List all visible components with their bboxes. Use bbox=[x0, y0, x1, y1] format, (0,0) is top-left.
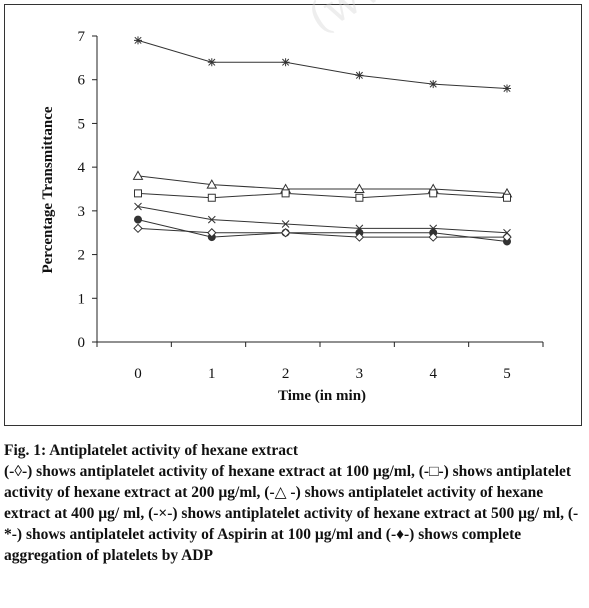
data-point-diamond bbox=[133, 223, 143, 234]
y-tick-label: 1 bbox=[78, 291, 86, 307]
data-point-triangle bbox=[354, 183, 365, 193]
y-tick-label: 4 bbox=[78, 160, 86, 176]
series-line bbox=[137, 192, 508, 199]
data-point-star bbox=[429, 80, 438, 89]
x-tick-label: 1 bbox=[208, 366, 216, 382]
data-point-square bbox=[355, 193, 364, 202]
data-point-x bbox=[134, 202, 142, 211]
series-line bbox=[137, 175, 508, 194]
x-tick-label: 3 bbox=[356, 366, 364, 382]
data-point-diamond bbox=[207, 228, 217, 238]
series-line bbox=[137, 227, 507, 238]
y-tick-label: 2 bbox=[78, 248, 86, 264]
x-tick-label: 0 bbox=[134, 366, 142, 382]
data-point-diamond bbox=[502, 232, 512, 242]
caption-title: Fig. 1: Antiplatelet activity of hexane … bbox=[4, 442, 298, 459]
data-point-square bbox=[429, 189, 438, 198]
figure-caption: Fig. 1: Antiplatelet activity of hexane … bbox=[4, 440, 584, 566]
data-point-diamond bbox=[280, 228, 291, 238]
y-tick-label: 0 bbox=[78, 335, 86, 351]
y-tick-label: 7 bbox=[78, 29, 86, 45]
y-axis-title: Percentage Transmittance bbox=[40, 106, 56, 273]
series-star bbox=[134, 36, 511, 93]
data-point-diamond bbox=[354, 232, 365, 242]
x-tick-label: 4 bbox=[429, 366, 437, 382]
data-point-star bbox=[503, 84, 511, 93]
data-point-diamond bbox=[428, 232, 438, 242]
x-tick-label: 5 bbox=[503, 366, 511, 382]
data-point-square bbox=[281, 189, 290, 198]
data-point-star bbox=[134, 36, 142, 45]
x-axis-title: Time (in min) bbox=[278, 388, 366, 404]
series-square-open bbox=[134, 189, 511, 202]
data-point-star bbox=[355, 71, 364, 80]
data-point-triangle bbox=[206, 179, 218, 189]
y-tick-label: 6 bbox=[78, 73, 86, 89]
data-point-triangle bbox=[132, 170, 144, 180]
series-layer bbox=[132, 36, 513, 246]
data-point-square bbox=[503, 193, 511, 202]
series-circle-filled bbox=[134, 215, 511, 246]
series-line bbox=[137, 39, 508, 89]
x-tick-label: 2 bbox=[282, 366, 290, 382]
caption-body: (-◊-) shows antiplatelet activity of hex… bbox=[4, 463, 579, 564]
y-tick-label: 3 bbox=[78, 204, 86, 220]
series-triangle-open bbox=[132, 170, 513, 198]
data-point-square bbox=[134, 189, 142, 198]
axes: 0 1 2 3 4 5 6 7 0 1 2 3 4 5 bbox=[78, 29, 544, 382]
data-point-x bbox=[207, 215, 216, 224]
data-point-star bbox=[281, 58, 290, 67]
figure-frame bbox=[4, 4, 582, 426]
series-diamond-open bbox=[133, 223, 512, 242]
series-line bbox=[137, 205, 508, 234]
data-point-circle bbox=[134, 215, 142, 224]
y-tick-label: 5 bbox=[78, 116, 86, 132]
data-point-square bbox=[207, 193, 216, 202]
data-point-x bbox=[281, 220, 290, 228]
series-line bbox=[137, 219, 508, 242]
data-point-star bbox=[207, 58, 216, 67]
